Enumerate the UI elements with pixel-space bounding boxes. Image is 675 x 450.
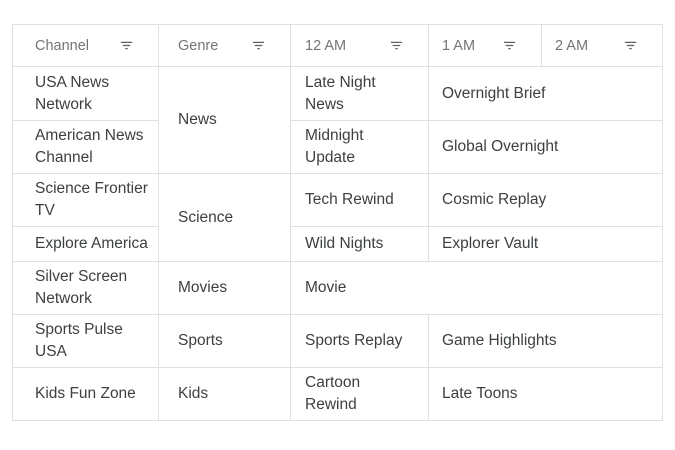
genre-name: Kids [178,385,209,402]
program-cell: Global Overnight [428,120,663,174]
channel-cell: Silver Screen Network [12,261,159,315]
program-cell: Explorer Vault [428,226,663,262]
filter-list-icon[interactable] [251,38,266,53]
schedule-table-header: Channel Genre 12 AM [12,24,663,67]
table-row: Silver Screen Network Movies Movie [12,261,663,315]
program-title: Game Highlights [442,332,557,349]
program-cell: Cartoon Rewind [290,367,429,421]
program-cell: Movie [290,261,663,315]
header-row: Channel Genre 12 AM [12,24,663,67]
schedule-table-body: USA News Network News Late Night News Ov… [12,66,663,421]
column-header-2am-label: 2 AM [555,37,589,54]
table-row: Sports Pulse USA Sports Sports Replay Ga… [12,314,663,368]
genre-cell: Kids [158,367,291,421]
program-title: Explorer Vault [442,235,539,252]
column-header-1am[interactable]: 1 AM [428,24,542,67]
genre-cell: Movies [158,261,291,315]
table-row: American News Channel Midnight Update Gl… [12,120,663,174]
program-cell: Midnight Update [290,120,429,174]
program-cell: Sports Replay [290,314,429,368]
program-title: Movie [305,279,347,296]
channel-name: Explore America [35,235,148,252]
channel-name: Kids Fun Zone [35,385,136,402]
column-header-genre[interactable]: Genre [158,24,291,67]
program-title: Tech Rewind [305,191,394,208]
genre-name: News [178,111,217,128]
channel-cell: Explore America [12,226,159,262]
column-header-genre-label: Genre [178,37,219,54]
channel-name: Science Frontier TV [35,180,148,219]
schedule-table: Channel Genre 12 AM [12,24,663,421]
channel-cell: Sports Pulse USA [12,314,159,368]
channel-cell: American News Channel [12,120,159,174]
program-cell: Late Toons [428,367,663,421]
table-row: USA News Network News Late Night News Ov… [12,66,663,174]
column-header-1am-label: 1 AM [442,37,476,54]
channel-name: Silver Screen Network [35,268,128,307]
column-header-12am[interactable]: 12 AM [290,24,429,67]
program-cell: Wild Nights [290,226,429,262]
column-header-2am[interactable]: 2 AM [541,24,663,67]
filter-list-icon[interactable] [119,38,134,53]
channel-cell: Kids Fun Zone [12,367,159,421]
genre-cell: Sports [158,314,291,368]
program-title: Late Night News [305,73,376,113]
genre-name: Movies [178,279,228,296]
filter-list-icon[interactable] [389,38,404,53]
program-cell: Game Highlights [428,314,663,368]
table-row: Science Frontier TV Science Tech Rewind … [12,173,663,262]
program-cell: Cosmic Replay [428,173,663,227]
table-row: Explore America Wild Nights Explorer Vau… [12,226,663,262]
filter-list-icon[interactable] [502,38,517,53]
channel-name: USA News Network [35,73,110,113]
program-title: Overnight Brief [442,84,546,102]
program-cell: Tech Rewind [290,173,429,227]
channel-cell: Science Frontier TV [12,173,159,227]
genre-name: Sports [178,332,223,349]
filter-list-icon[interactable] [623,38,638,53]
program-cell: Late Night News [290,66,429,121]
program-title: Global Overnight [442,138,559,155]
program-title: Cosmic Replay [442,191,547,208]
program-title: Late Toons [442,385,518,402]
channel-name: Sports Pulse USA [35,321,123,360]
program-title: Wild Nights [305,235,384,252]
channel-cell: USA News Network [12,66,159,121]
program-title: Midnight Update [305,127,364,166]
table-row: Kids Fun Zone Kids Cartoon Rewind Late T… [12,367,663,421]
genre-name: Science [178,208,234,226]
column-header-channel[interactable]: Channel [12,24,159,67]
column-header-12am-label: 12 AM [305,37,347,54]
channel-name: American News Channel [35,127,144,166]
genre-cell: Science [158,173,291,262]
program-title: Cartoon Rewind [305,374,361,413]
genre-cell: News [158,66,291,174]
program-title: Sports Replay [305,332,403,349]
program-cell: Overnight Brief [428,66,663,121]
column-header-channel-label: Channel [35,37,90,54]
